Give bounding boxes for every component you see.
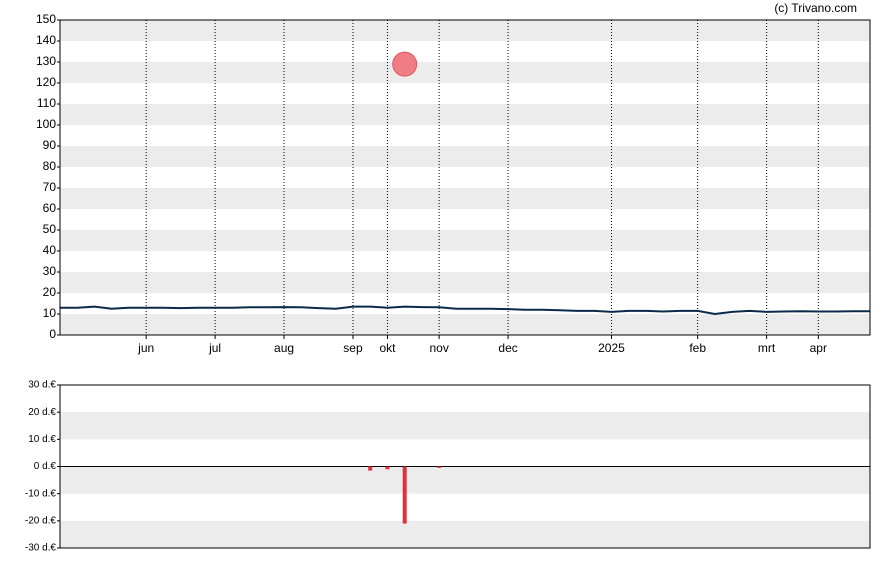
x-tick-label: okt (379, 341, 396, 355)
marker (392, 51, 418, 77)
y-tick-label: 30 d.€ (28, 380, 56, 391)
x-tick-label: aug (274, 341, 294, 355)
plot-frame (59, 384, 871, 549)
bar (402, 466, 407, 524)
x-tick-label: jul (208, 341, 221, 355)
y-tick-label: -30 d.€ (25, 543, 57, 554)
plot-frame (59, 19, 871, 336)
bar (368, 466, 373, 471)
y-tick-label: 10 (43, 306, 57, 320)
y-tick-label: 100 (36, 117, 56, 131)
y-tick-label: 0 (49, 327, 56, 341)
grid-band (60, 62, 870, 83)
grid-band (60, 314, 870, 335)
y-tick-label: 110 (37, 96, 56, 110)
credit: (c) Trivano.com (774, 1, 857, 15)
y-tick-label: 60 (43, 201, 57, 215)
y-tick-label: 40 (43, 243, 57, 257)
y-tick-label: 50 (43, 222, 57, 236)
grid-band (60, 230, 870, 251)
x-tick-label: mrt (758, 341, 776, 355)
y-tick-label: 20 (43, 285, 57, 299)
y-tick-label: 150 (36, 12, 56, 26)
x-tick-label: apr (810, 341, 827, 355)
y-tick-label: 0 d.€ (34, 461, 57, 472)
line (60, 305, 870, 316)
bar (385, 466, 390, 470)
y-tick-label: 130 (36, 54, 56, 68)
bar (437, 466, 442, 468)
x-tick-label: nov (429, 341, 448, 355)
x-tick-label: sep (343, 341, 363, 355)
y-tick-label: 90 (43, 138, 57, 152)
y-tick-label: 10 d.€ (28, 434, 56, 445)
x-tick-label: dec (498, 341, 517, 355)
y-tick-label: -20 d.€ (25, 515, 57, 526)
y-tick-label: -10 d.€ (25, 488, 57, 499)
x-tick-label: feb (689, 341, 706, 355)
grid-band (60, 412, 870, 440)
grid-band (60, 188, 870, 209)
y-tick-label: 20 d.€ (28, 407, 56, 418)
x-tick-label: jun (137, 341, 154, 355)
x-tick-label: 2025 (598, 341, 625, 355)
y-tick-label: 70 (43, 180, 57, 194)
grid-band (60, 272, 870, 293)
y-tick-label: 120 (36, 75, 56, 89)
grid-band (60, 20, 870, 41)
y-tick-label: 30 (43, 264, 57, 278)
y-tick-label: 140 (36, 33, 56, 47)
y-tick-label: 80 (43, 159, 57, 173)
grid-band (60, 466, 870, 494)
grid-band (60, 520, 870, 548)
grid-band (60, 104, 870, 125)
grid-band (60, 146, 870, 167)
